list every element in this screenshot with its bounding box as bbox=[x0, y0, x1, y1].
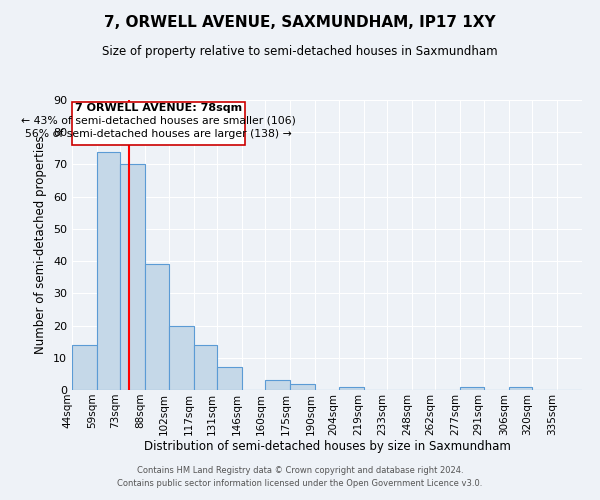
Bar bbox=[290, 384, 316, 390]
Bar bbox=[265, 380, 290, 390]
Bar bbox=[217, 368, 242, 390]
Bar bbox=[509, 387, 532, 390]
Y-axis label: Number of semi-detached properties: Number of semi-detached properties bbox=[34, 136, 47, 354]
FancyBboxPatch shape bbox=[72, 102, 245, 145]
X-axis label: Distribution of semi-detached houses by size in Saxmundham: Distribution of semi-detached houses by … bbox=[143, 440, 511, 454]
Text: 7, ORWELL AVENUE, SAXMUNDHAM, IP17 1XY: 7, ORWELL AVENUE, SAXMUNDHAM, IP17 1XY bbox=[104, 15, 496, 30]
Bar bbox=[169, 326, 194, 390]
Bar bbox=[460, 387, 484, 390]
Text: Size of property relative to semi-detached houses in Saxmundham: Size of property relative to semi-detach… bbox=[102, 45, 498, 58]
Text: Contains HM Land Registry data © Crown copyright and database right 2024.
Contai: Contains HM Land Registry data © Crown c… bbox=[118, 466, 482, 487]
Bar bbox=[121, 164, 145, 390]
Bar bbox=[145, 264, 169, 390]
Bar bbox=[97, 152, 121, 390]
Text: ← 43% of semi-detached houses are smaller (106): ← 43% of semi-detached houses are smalle… bbox=[21, 116, 296, 126]
Text: 7 ORWELL AVENUE: 78sqm: 7 ORWELL AVENUE: 78sqm bbox=[75, 103, 242, 113]
Bar bbox=[72, 345, 97, 390]
Text: 56% of semi-detached houses are larger (138) →: 56% of semi-detached houses are larger (… bbox=[25, 129, 292, 139]
Bar bbox=[194, 345, 217, 390]
Bar bbox=[338, 387, 364, 390]
